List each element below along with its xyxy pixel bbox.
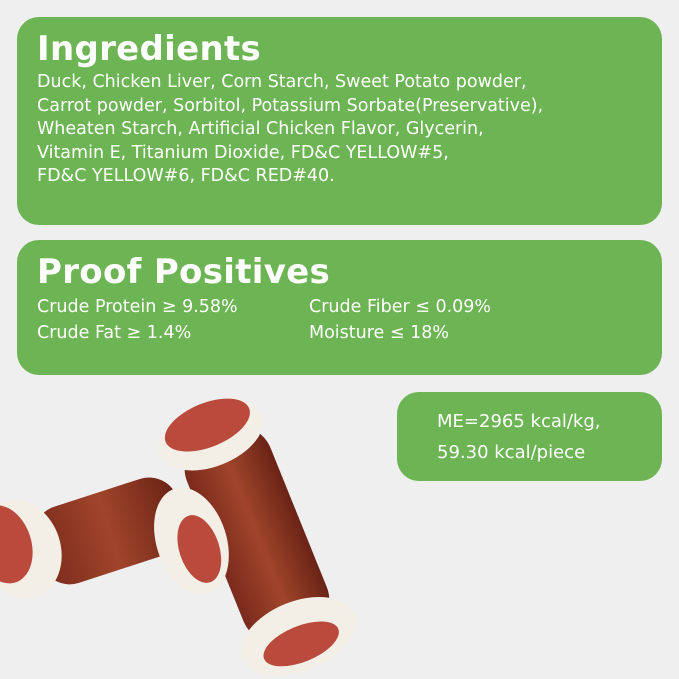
- ingredients-line: Carrot powder, Sorbitol, Potassium Sorba…: [37, 95, 544, 116]
- crude-fat: Crude Fat ≥ 1.4%: [37, 323, 192, 343]
- crude-fiber: Crude Fiber ≤ 0.09%: [309, 297, 492, 317]
- treats-photo: [0, 398, 356, 676]
- ingredients-line: Wheaten Starch, Artificial Chicken Flavo…: [37, 119, 484, 139]
- ingredients-line: FD&C YELLOW#6, FD&C RED#40.: [37, 166, 335, 186]
- ingredients-panel: Ingredients Duck, Chicken Liver, Corn St…: [17, 17, 662, 225]
- energy-per-piece: 59.30 kcal/piece: [437, 442, 586, 463]
- ingredients-line: Vitamin E, Titanium Dioxide, FD&C YELLOW…: [37, 142, 449, 163]
- proof-positives-panel: Proof Positives Crude Protein ≥ 9.58% Cr…: [17, 240, 662, 375]
- treat-right: [158, 398, 356, 676]
- moisture: Moisture ≤ 18%: [309, 323, 449, 343]
- crude-protein: Crude Protein ≥ 9.58%: [37, 297, 238, 317]
- ingredients-list: Duck, Chicken Liver, Corn Starch, Sweet …: [37, 71, 642, 189]
- treat-left: [0, 477, 229, 599]
- energy-per-kg: ME=2965 kcal/kg,: [437, 411, 601, 432]
- ingredients-line: Duck, Chicken Liver, Corn Starch, Sweet …: [37, 72, 527, 92]
- ingredients-title: Ingredients: [37, 29, 262, 69]
- proof-title: Proof Positives: [37, 252, 331, 292]
- energy-panel: ME=2965 kcal/kg, 59.30 kcal/piece: [397, 392, 662, 481]
